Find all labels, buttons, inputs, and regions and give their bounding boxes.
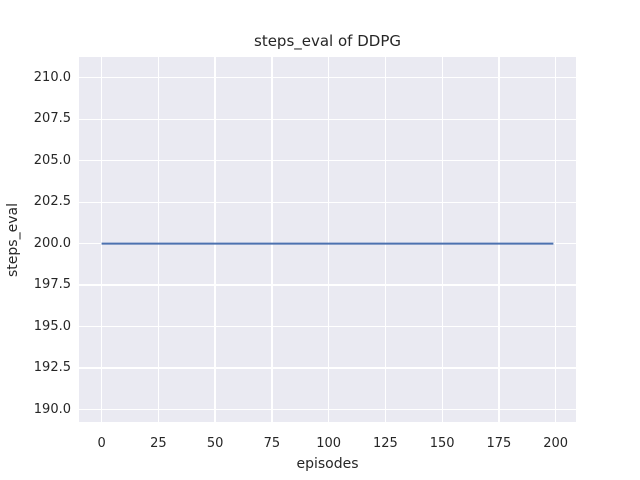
x-tick-label: 75 xyxy=(263,436,281,451)
y-tick-label: 205.0 xyxy=(33,152,71,168)
y-tick-label: 190.0 xyxy=(33,401,71,417)
x-tick-label: 125 xyxy=(372,436,398,451)
y-tick-label: 202.5 xyxy=(33,194,71,210)
x-tick-label: 50 xyxy=(206,436,224,451)
y-grid-line xyxy=(79,408,576,411)
x-grid-line xyxy=(157,57,159,422)
y-tick-label: 197.5 xyxy=(33,277,71,293)
x-grid-line xyxy=(555,57,557,422)
x-grid-line xyxy=(100,57,103,422)
x-grid-line xyxy=(327,57,330,422)
y-grid-line xyxy=(79,118,576,120)
x-tick-label: 150 xyxy=(429,436,455,451)
series-layer xyxy=(101,242,554,245)
x-grid-line xyxy=(214,57,216,422)
y-grid-line xyxy=(79,201,576,203)
x-grid-line xyxy=(498,57,500,422)
x-grid-line xyxy=(441,57,443,422)
x-tick-label: 25 xyxy=(150,436,167,451)
plot-area xyxy=(79,57,576,422)
x-tick-label: 100 xyxy=(316,436,342,451)
x-tick-label: 175 xyxy=(486,436,512,451)
x-grid-line xyxy=(271,57,273,422)
y-tick-label: 192.5 xyxy=(33,360,71,376)
y-grid-line xyxy=(79,367,576,369)
y-tick-label: 207.5 xyxy=(33,111,71,127)
x-grid-line xyxy=(384,57,387,422)
chart-title: steps_eval of DDPG xyxy=(254,32,401,50)
y-tick-label: 195.0 xyxy=(33,318,71,334)
y-grid-line xyxy=(79,77,576,79)
x-axis-label: episodes xyxy=(296,456,359,472)
y-grid-line xyxy=(79,284,576,286)
x-tick-label: 0 xyxy=(97,436,106,451)
y-grid-line xyxy=(79,325,576,328)
y-tick-label: 200.0 xyxy=(33,235,71,251)
y-grid-line xyxy=(79,160,576,162)
x-tick-label: 200 xyxy=(543,436,569,451)
y-tick-label: 210.0 xyxy=(33,69,71,85)
